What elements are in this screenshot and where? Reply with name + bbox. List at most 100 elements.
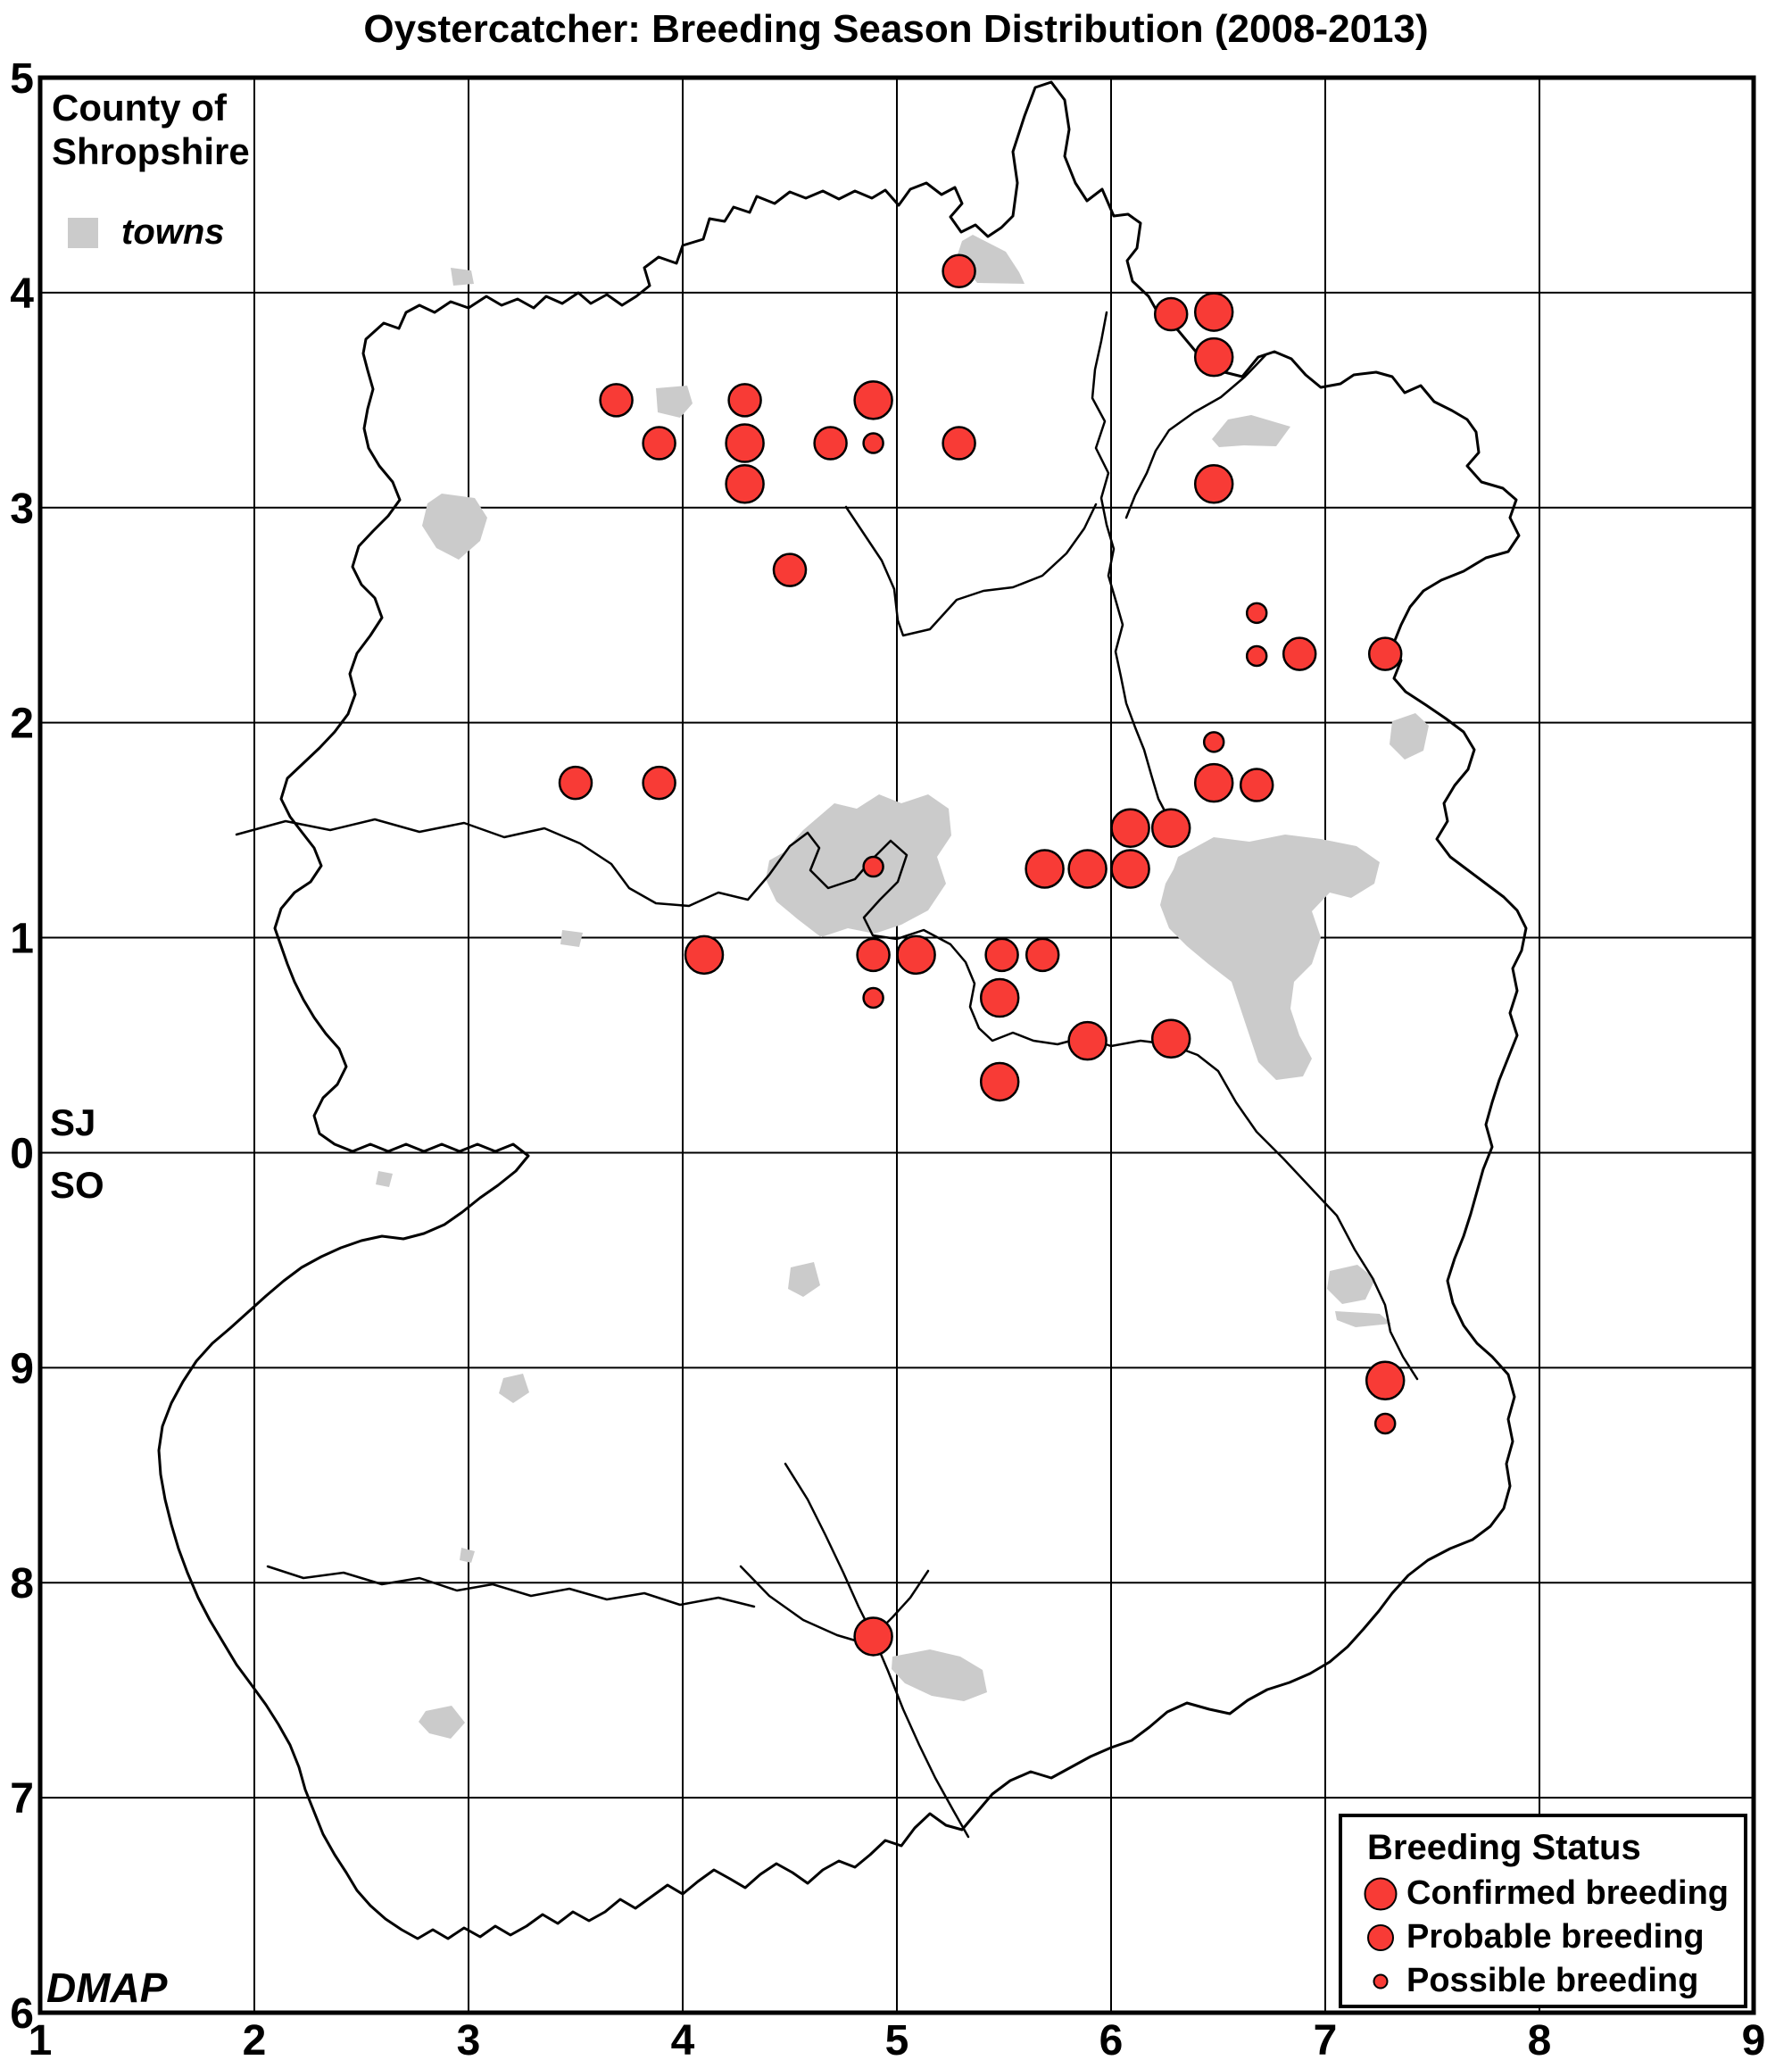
river-line: [739, 1565, 863, 1644]
map-border: [37, 75, 1756, 2015]
towns-legend-label: towns: [121, 212, 225, 253]
marker-confirmed: [1193, 762, 1234, 803]
town-swatch-icon: [68, 217, 98, 248]
town-area: [560, 930, 583, 947]
y-tick-label: 4: [10, 270, 34, 318]
town-area: [1335, 1311, 1391, 1327]
marker-confirmed: [853, 1616, 893, 1657]
town-area: [1390, 713, 1429, 760]
page-title: Oystercatcher: Breeding Season Distribut…: [363, 7, 1429, 51]
marker-confirmed: [1067, 849, 1108, 889]
town-area: [788, 1262, 820, 1297]
town-area: [460, 1548, 475, 1563]
status-marker-icon: [1355, 1964, 1406, 1999]
marker-possible: [1245, 602, 1268, 625]
breeding-status-legend-items: Confirmed breeding Probable breeding Possi…: [1355, 1872, 1744, 2003]
dmap-watermark: DMAP: [46, 1964, 168, 2011]
marker-confirmed: [1110, 808, 1150, 848]
x-tick-label: 1: [29, 2017, 53, 2060]
y-tick-label: 6: [10, 1990, 34, 2038]
marker-probable: [1153, 296, 1189, 332]
marker-probable: [942, 426, 976, 461]
town-area: [376, 1171, 393, 1187]
marker-confirmed: [979, 1061, 1020, 1102]
x-tick-label: 9: [1742, 2017, 1766, 2060]
county-legend-line2: Shropshire: [52, 130, 250, 173]
town-area: [1160, 835, 1380, 1080]
y-tick-label: 8: [10, 1560, 34, 1607]
county-legend-line1: County of: [52, 87, 227, 129]
river-lines: [235, 311, 1419, 1839]
town-area: [451, 268, 474, 286]
zone-label-sj: SJ: [50, 1101, 95, 1143]
towns-legend-row: towns: [52, 212, 250, 253]
marker-probable: [942, 253, 976, 289]
y-tick-label: 0: [10, 1130, 34, 1177]
river-line: [266, 1565, 756, 1608]
y-tick-label: 1: [10, 916, 34, 963]
status-legend-row: Confirmed breeding: [1355, 1872, 1744, 1915]
status-legend-label: Confirmed breeding: [1406, 1874, 1730, 1912]
river-line: [844, 503, 1098, 637]
x-tick-label: 6: [1099, 2017, 1124, 2060]
status-legend-row: Possible breeding: [1355, 1959, 1744, 2003]
marker-possible: [862, 855, 884, 878]
marker-possible: [1245, 644, 1268, 668]
marker-probable: [1367, 636, 1403, 671]
marker-confirmed: [1067, 1020, 1108, 1061]
marker-confirmed: [1110, 849, 1150, 889]
marker-confirmed: [1365, 1360, 1406, 1401]
marker-confirmed: [725, 423, 765, 463]
marker-probable: [642, 765, 676, 801]
river-line: [235, 818, 1419, 1381]
grid-lines: [37, 75, 1756, 2015]
town-area: [419, 1706, 465, 1739]
marker-probable: [1282, 636, 1317, 671]
status-legend-label: Possible breeding: [1406, 1962, 1699, 1999]
marker-probable: [984, 937, 1019, 973]
marker-confirmed: [1025, 849, 1065, 889]
x-tick-label: 7: [1314, 2017, 1338, 2060]
marker-possible: [862, 432, 884, 454]
town-polygons: [376, 235, 1429, 1739]
zone-label-so: SO: [50, 1164, 104, 1206]
y-tick-label: 2: [10, 701, 34, 748]
marker-probable: [599, 383, 634, 418]
breeding-record-markers: [558, 253, 1406, 1657]
marker-probable: [642, 426, 676, 461]
marker-possible: [1202, 731, 1225, 753]
marker-possible: [1373, 1412, 1397, 1435]
status-marker-icon: [1355, 1876, 1406, 1912]
town-area: [1212, 415, 1290, 447]
y-tick-label: 5: [10, 55, 34, 103]
x-tick-label: 8: [1528, 2017, 1552, 2060]
y-tick-label: 7: [10, 1775, 34, 1823]
marker-confirmed: [725, 464, 765, 504]
town-area: [422, 494, 487, 560]
marker-confirmed: [684, 934, 725, 976]
x-tick-label: 2: [243, 2017, 267, 2060]
marker-confirmed: [1150, 808, 1191, 848]
river-line: [1091, 311, 1182, 839]
marker-probable: [813, 426, 848, 461]
river-line: [1124, 353, 1267, 519]
x-tick-label: 3: [457, 2017, 481, 2060]
marker-confirmed: [896, 934, 936, 976]
county-outline: [157, 80, 1528, 1940]
marker-confirmed: [1193, 292, 1234, 332]
town-area: [656, 386, 693, 418]
marker-confirmed: [853, 380, 893, 420]
marker-probable: [727, 383, 762, 418]
y-tick-label: 9: [10, 1345, 34, 1392]
marker-probable: [558, 765, 593, 801]
town-area: [499, 1374, 529, 1403]
marker-confirmed: [979, 977, 1020, 1018]
status-marker-icon: [1355, 1920, 1406, 1956]
marker-confirmed: [1193, 336, 1234, 378]
marker-probable: [772, 552, 808, 587]
county-boundary: [157, 80, 1528, 1940]
x-tick-label: 4: [671, 2017, 695, 2060]
status-legend-row: Probable breeding: [1355, 1915, 1744, 1959]
